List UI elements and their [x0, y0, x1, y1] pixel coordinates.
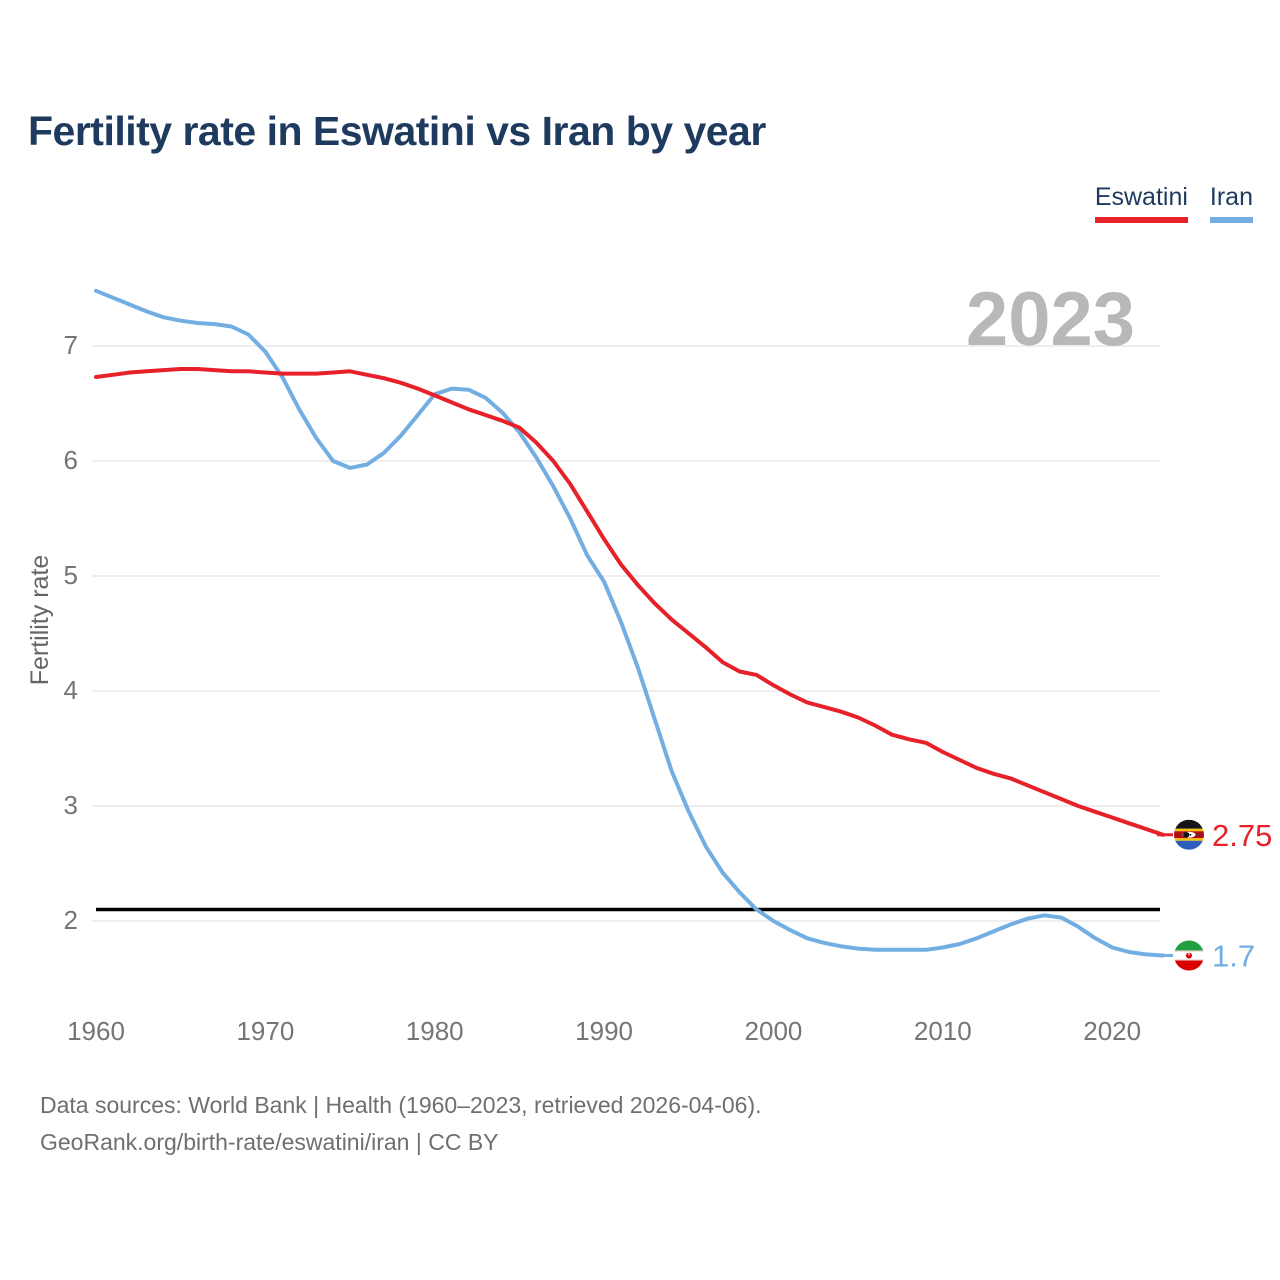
y-tick-2: 2 — [64, 905, 78, 935]
x-tick-2000: 2000 — [745, 1016, 803, 1046]
legend: Eswatini Iran — [1094, 183, 1253, 223]
watermark-year: 2023 — [966, 277, 1135, 362]
legend-item-eswatini[interactable]: Eswatini — [1094, 183, 1188, 223]
series-line-iran — [94, 288, 1165, 958]
y-tick-5: 5 — [64, 560, 78, 590]
y-axis-label: Fertility rate — [26, 555, 54, 686]
x-tick-1990: 1990 — [575, 1016, 633, 1046]
series-line-eswatini — [94, 367, 1165, 837]
y-tick-7: 7 — [64, 330, 78, 360]
source-note-line1: Data sources: World Bank | Health (1960–… — [40, 1092, 762, 1118]
x-tick-1980: 1980 — [406, 1016, 464, 1046]
source-note-line2: GeoRank.org/birth-rate/eswatini/iran | C… — [40, 1129, 499, 1155]
y-tick-6: 6 — [64, 445, 78, 475]
x-tick-1970: 1970 — [236, 1016, 294, 1046]
end-value-label-iran: 1.7 — [1212, 939, 1255, 974]
page-title: Fertility rate in Eswatini vs Iran by ye… — [28, 108, 766, 154]
end-value-label-eswatini: 2.75 — [1212, 818, 1272, 853]
y-tick-3: 3 — [64, 790, 78, 820]
y-tick-4: 4 — [64, 675, 78, 705]
legend-item-iran[interactable]: Iran — [1209, 183, 1253, 223]
x-tick-2020: 2020 — [1083, 1016, 1141, 1046]
iran-flag-icon — [1174, 940, 1204, 971]
eswatini-flag-icon — [1174, 819, 1204, 850]
source-note: Data sources: World Bank | Health (1960–… — [40, 1087, 762, 1161]
x-tick-1960: 1960 — [67, 1016, 125, 1046]
x-tick-2010: 2010 — [914, 1016, 972, 1046]
